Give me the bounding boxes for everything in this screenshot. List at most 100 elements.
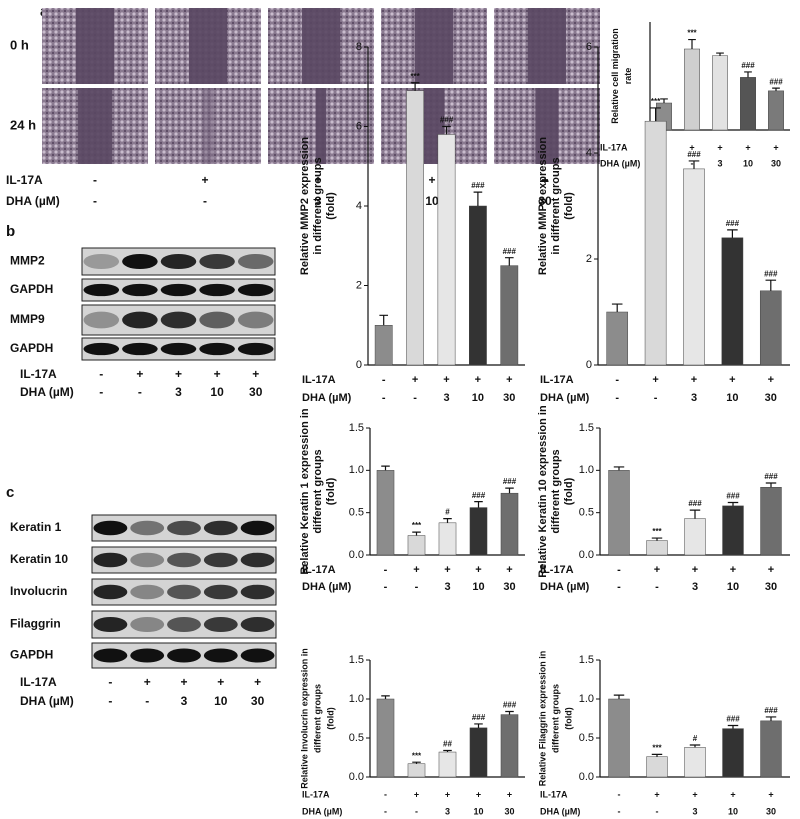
error-bar <box>744 71 752 78</box>
blot-band <box>83 253 120 270</box>
condition-value: - <box>108 675 112 689</box>
error-bar <box>772 87 780 91</box>
significance-label: ### <box>503 477 517 486</box>
time-label: 24 h <box>10 117 36 132</box>
significance-label: *** <box>687 29 697 38</box>
protein-label: Keratin 10 <box>10 552 68 566</box>
y-tick-label: 1.5 <box>579 422 594 434</box>
y-axis-label: Relative MMP9 expression <box>537 137 549 275</box>
blot-band <box>130 584 165 600</box>
y-tick-label: 0.5 <box>579 732 594 744</box>
blot-band <box>93 520 128 536</box>
condition-value: 3 <box>692 581 698 593</box>
bar <box>759 290 782 366</box>
protein-label: Involucrin <box>10 584 67 598</box>
condition-value: - <box>618 789 621 799</box>
blot-band <box>203 616 238 633</box>
condition-value: + <box>652 374 658 386</box>
protein-label: GAPDH <box>10 282 53 296</box>
condition-value: - <box>617 564 621 576</box>
blot-band <box>237 253 274 270</box>
condition-value: - <box>655 581 659 593</box>
scratch-area <box>202 88 214 164</box>
condition-value: + <box>412 374 418 386</box>
blot-band <box>160 253 197 270</box>
y-tick-label: 0 <box>356 359 362 371</box>
condition-value: + <box>541 173 548 187</box>
condition-value: + <box>144 675 151 689</box>
blot-band <box>199 253 235 270</box>
blot-band <box>199 342 235 356</box>
condition-value: + <box>692 564 698 576</box>
y-tick-label: 8 <box>356 41 362 53</box>
blot-band <box>203 552 238 568</box>
condition-value: - <box>384 564 388 576</box>
error-bar <box>765 716 777 721</box>
y-tick-label: 0.0 <box>349 549 364 561</box>
condition-value: + <box>217 675 224 689</box>
condition-value: 10 <box>214 694 228 708</box>
error-bar <box>651 753 663 757</box>
condition-value: + <box>445 789 450 799</box>
condition-value: - <box>99 385 103 399</box>
y-axis-label: Relative Keratin 1 expression in <box>299 408 311 575</box>
blot-band <box>160 283 197 297</box>
y-axis-label: (fold) <box>563 477 575 505</box>
condition-value: + <box>654 789 659 799</box>
significance-label: ### <box>440 116 454 125</box>
condition-value: - <box>413 392 417 404</box>
y-axis-label: (fold) <box>563 707 573 730</box>
condition-value: - <box>615 374 619 386</box>
bar <box>469 507 488 556</box>
bar <box>407 763 426 778</box>
condition-label: DHA (µM) <box>600 158 640 168</box>
y-tick-label: 0.5 <box>349 732 364 744</box>
condition-value: + <box>414 789 419 799</box>
condition-value: 3 <box>175 385 182 399</box>
y-axis-label: different groups <box>550 684 560 753</box>
condition-value: + <box>476 789 481 799</box>
blot-band <box>167 648 201 663</box>
significance-label: *** <box>410 72 420 81</box>
significance-label: *** <box>412 521 422 530</box>
condition-label: IL-17A <box>302 374 336 386</box>
condition-label: DHA (µM) <box>540 806 580 816</box>
condition-label: IL-17A <box>540 789 568 799</box>
condition-value: + <box>475 374 481 386</box>
significance-label: *** <box>652 743 662 752</box>
bar <box>438 751 457 778</box>
y-axis-label: Relative cell migration <box>610 28 620 124</box>
condition-value: 30 <box>538 194 552 208</box>
condition-label: DHA (µM) <box>540 581 590 593</box>
condition-value: - <box>415 581 419 593</box>
protein-label: GAPDH <box>10 341 53 355</box>
condition-value: + <box>768 789 773 799</box>
blot-band <box>160 311 197 329</box>
blot-band <box>167 616 201 633</box>
condition-value: 3 <box>315 194 322 208</box>
significance-label: *** <box>651 97 661 106</box>
significance-label: ### <box>726 715 740 724</box>
condition-value: - <box>691 158 694 168</box>
y-axis-label: (fold) <box>325 707 335 730</box>
error-bar <box>443 517 452 523</box>
condition-value: - <box>415 806 418 816</box>
condition-value: + <box>180 675 187 689</box>
condition-value: + <box>413 564 419 576</box>
condition-label: IL-17A <box>600 142 628 152</box>
condition-label: IL-17A <box>20 675 57 689</box>
blot-band <box>240 584 275 600</box>
error-bar <box>716 52 724 56</box>
y-axis-label: Relative MMP2 expression <box>299 137 311 275</box>
scratch-area <box>414 8 454 84</box>
condition-value: 30 <box>766 806 776 816</box>
significance-label: ### <box>769 77 783 86</box>
scratch-area <box>315 88 327 164</box>
condition-value: - <box>654 392 658 404</box>
error-bar <box>660 98 668 103</box>
y-axis-label: in different groups <box>312 157 324 254</box>
condition-value: - <box>93 173 97 187</box>
significance-label: *** <box>412 751 422 760</box>
bar <box>376 698 395 778</box>
blot-band <box>240 520 275 536</box>
